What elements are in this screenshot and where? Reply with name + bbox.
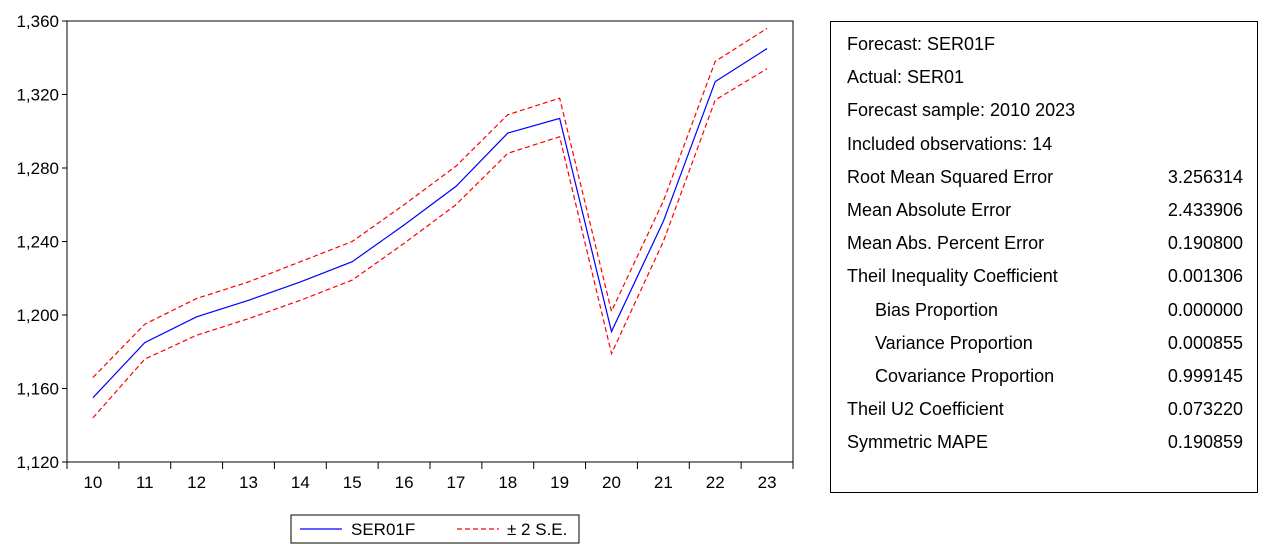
- stat-row: Theil U2 Coefficient 0.073220: [847, 394, 1243, 424]
- stat-row: Root Mean Squared Error 3.256314: [847, 162, 1243, 192]
- legend-label-forecast: SER01F: [351, 520, 415, 539]
- x-tick-label: 18: [498, 473, 517, 492]
- x-tick-label: 10: [83, 473, 102, 492]
- stat-row: Mean Abs. Percent Error 0.190800: [847, 228, 1243, 258]
- stat-row: Forecast sample: 2010 2023: [847, 95, 1243, 125]
- stat-row: Included observations: 14: [847, 129, 1243, 159]
- x-tick-label: 21: [654, 473, 673, 492]
- stat-label: Mean Absolute Error: [847, 200, 1012, 220]
- stat-value: 0.073220: [1167, 399, 1243, 420]
- x-axis: 10 11 12 13 14 15 16 17 18 19 20 21 22 23: [66, 462, 794, 492]
- stat-label: Covariance Proportion: [875, 366, 1055, 386]
- series-layer: [92, 27, 768, 419]
- stat-label: Theil Inequality Coefficient: [847, 266, 1058, 287]
- x-tick-label: 23: [758, 473, 777, 492]
- stat-label: Theil U2 Coefficient: [847, 399, 1004, 420]
- x-tick-label: 11: [136, 473, 154, 492]
- stat-row: Covariance Proportion 0.999145: [847, 361, 1243, 391]
- y-tick-label: 1,360: [16, 12, 59, 31]
- stat-value: 0.190859: [1167, 432, 1243, 453]
- stat-row: Variance Proportion 0.000855: [847, 328, 1243, 358]
- x-tick-label: 22: [706, 473, 725, 492]
- stat-value: 2.433906: [1167, 200, 1243, 220]
- x-tick-label: 16: [395, 473, 414, 492]
- series-line-lower-band: [92, 68, 768, 419]
- series-line-upper-band: [92, 27, 768, 378]
- forecast-evaluation-panel: Forecast: SER01F Actual: SER01 Forecast sa…: [830, 21, 1258, 493]
- stat-value: 0.999145: [1167, 366, 1243, 386]
- stat-label: Actual: SER01: [847, 67, 965, 88]
- forecast-chart: 1,120 1,160 1,200 1,240 1,280 1,320 1,360 10 11…: [16, 12, 794, 544]
- x-tick-label: 17: [446, 473, 465, 492]
- x-tick-label: 13: [239, 473, 258, 492]
- plot-area-frame: [66, 20, 794, 463]
- y-tick-label: 1,240: [16, 233, 59, 252]
- x-tick-label: 12: [187, 473, 206, 492]
- stat-value: 0.190800: [1167, 233, 1243, 254]
- y-tick-label: 1,160: [16, 380, 59, 399]
- legend: SER01F ± 2 S.E.: [290, 514, 580, 544]
- stat-row: Theil Inequality Coefficient 0.001306: [847, 261, 1243, 291]
- stat-value: 3.256314: [1167, 166, 1243, 187]
- stat-row: Mean Absolute Error 2.433906: [847, 195, 1243, 225]
- y-tick-label: 1,200: [16, 306, 59, 325]
- series-line-ser01f: [92, 48, 768, 399]
- stat-label: Variance Proportion: [875, 332, 1033, 353]
- y-axis: 1,120 1,160 1,200 1,240 1,280 1,320 1,360: [16, 12, 67, 472]
- stat-row: Bias Proportion 0.000000: [847, 295, 1243, 325]
- y-tick-label: 1,120: [16, 453, 59, 472]
- x-tick-label: 19: [550, 473, 569, 492]
- stat-label: Forecast: SER01F: [847, 34, 996, 54]
- y-tick-label: 1,280: [16, 159, 59, 178]
- stat-value: 0.000855: [1167, 332, 1243, 353]
- stat-row: Actual: SER01: [847, 62, 1243, 92]
- stat-label: Included observations: 14: [847, 133, 1053, 154]
- x-tick-label: 15: [343, 473, 362, 492]
- stat-label: Root Mean Squared Error: [847, 166, 1054, 187]
- x-tick-label: 20: [602, 473, 621, 492]
- stat-value: 0.001306: [1167, 266, 1243, 287]
- stat-row: Forecast: SER01F: [847, 29, 1243, 59]
- stat-label: Symmetric MAPE: [847, 432, 989, 453]
- stat-label: Mean Abs. Percent Error: [847, 233, 1045, 254]
- x-tick-label: 14: [291, 473, 310, 492]
- stat-label: Forecast sample: 2010 2023: [847, 100, 1076, 121]
- stat-row: Symmetric MAPE 0.190859: [847, 427, 1243, 457]
- stat-value: 0.000000: [1167, 299, 1243, 320]
- y-tick-label: 1,320: [16, 86, 59, 105]
- stat-label: Bias Proportion: [875, 299, 999, 320]
- legend-label-se-band: ± 2 S.E.: [507, 520, 567, 539]
